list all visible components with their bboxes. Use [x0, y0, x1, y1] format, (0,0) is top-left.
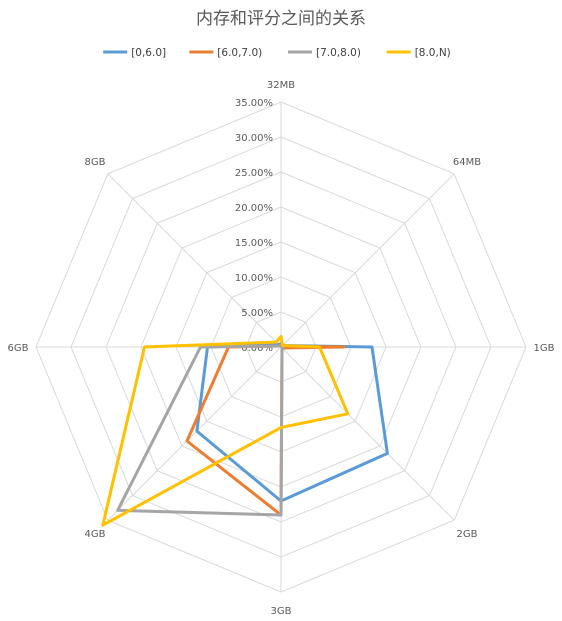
- grid-spoke: [280, 173, 455, 348]
- tick-label: 10.00%: [235, 273, 273, 284]
- grid-spoke: [107, 173, 282, 348]
- series-line: [195, 342, 389, 503]
- tick-label: 0.00%: [241, 343, 273, 354]
- category-label: 4GB: [85, 529, 106, 540]
- category-label: 3GB: [271, 606, 292, 617]
- category-labels: 32MB 64MB 1GB 2GB 3GB 4GB 6GB 8GB: [8, 80, 555, 617]
- category-label: 32MB: [267, 80, 295, 91]
- tick-label: 20.00%: [235, 203, 273, 214]
- category-label: 2GB: [457, 529, 478, 540]
- tick-label: 5.00%: [241, 308, 273, 319]
- category-label: 64MB: [453, 157, 481, 168]
- category-label: 8GB: [85, 157, 106, 168]
- series-lines: [101, 335, 389, 527]
- legend-label: [6.0,7.0): [217, 47, 262, 59]
- series-line: [116, 344, 285, 517]
- category-label: 1GB: [534, 343, 555, 354]
- tick-label: 15.00%: [235, 238, 273, 249]
- radial-ticks: 0.00% 5.00% 10.00% 15.00% 20.00% 25.00% 30.00%…: [235, 98, 273, 354]
- legend-label: [7.0,8.0): [316, 47, 361, 59]
- grid-spoke: [107, 346, 282, 521]
- legend: [0,6.0] [6.0,7.0) [7.0,8.0) [8.0,N): [103, 47, 451, 59]
- category-label: 6GB: [8, 343, 29, 354]
- grid-spoke: [280, 346, 455, 521]
- series-line: [101, 335, 350, 527]
- chart-title: 内存和评分之间的关系: [196, 9, 366, 29]
- legend-label: [8.0,N): [415, 47, 451, 59]
- legend-label: [0,6.0]: [131, 47, 166, 59]
- tick-label: 25.00%: [235, 168, 273, 179]
- tick-label: 30.00%: [235, 133, 273, 144]
- tick-label: 35.00%: [235, 98, 273, 109]
